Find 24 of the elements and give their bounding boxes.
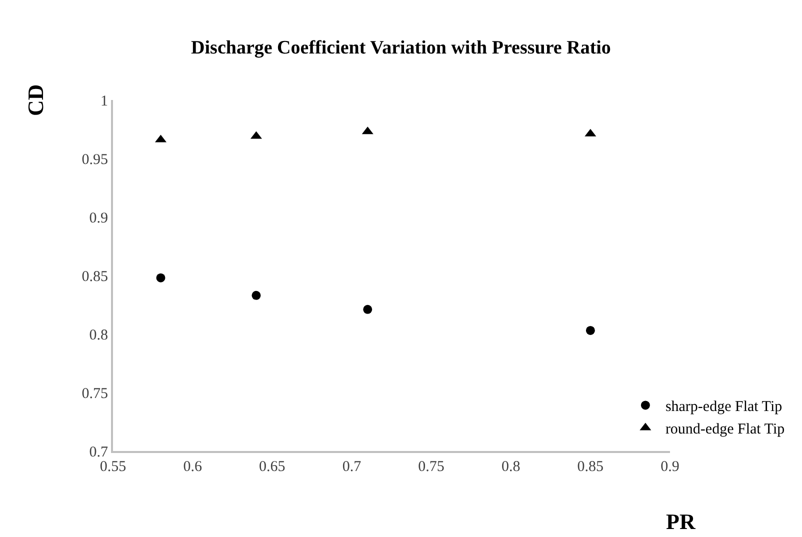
chart-title: Discharge Coefficient Variation with Pressure Ratio [191, 38, 611, 59]
x-tick-label: 0.7 [342, 459, 362, 475]
y-tick-label: 0.85 [82, 268, 108, 285]
x-tick-label: 0.8 [501, 459, 520, 475]
y-tick-label: 0.8 [89, 327, 108, 344]
y-tick-label: 0.95 [82, 152, 108, 168]
point [586, 326, 595, 335]
legend-label: sharp-edge Flat Tip [665, 399, 782, 416]
x-tick-label: 0.65 [259, 459, 286, 475]
x-tick-label: 0.75 [418, 459, 444, 475]
x-tick-label: 0.6 [183, 459, 202, 475]
point [156, 273, 166, 282]
y-tick-label: 0.7 [89, 444, 108, 460]
point [363, 304, 372, 314]
x-tick-label: 0.85 [577, 459, 604, 475]
y-tick-label: 1 [100, 93, 108, 110]
x-tick-label: 0.55 [100, 459, 126, 475]
x-tick-label: 0.9 [660, 459, 680, 475]
legend-label: round-edge Flat Tip [665, 422, 785, 438]
x-axis-title: PR [666, 509, 696, 534]
y-axis-title: CD [23, 84, 48, 116]
point [252, 290, 261, 300]
y-tick-label: 0.75 [82, 386, 108, 402]
y-tick-label: 0.9 [89, 210, 108, 226]
